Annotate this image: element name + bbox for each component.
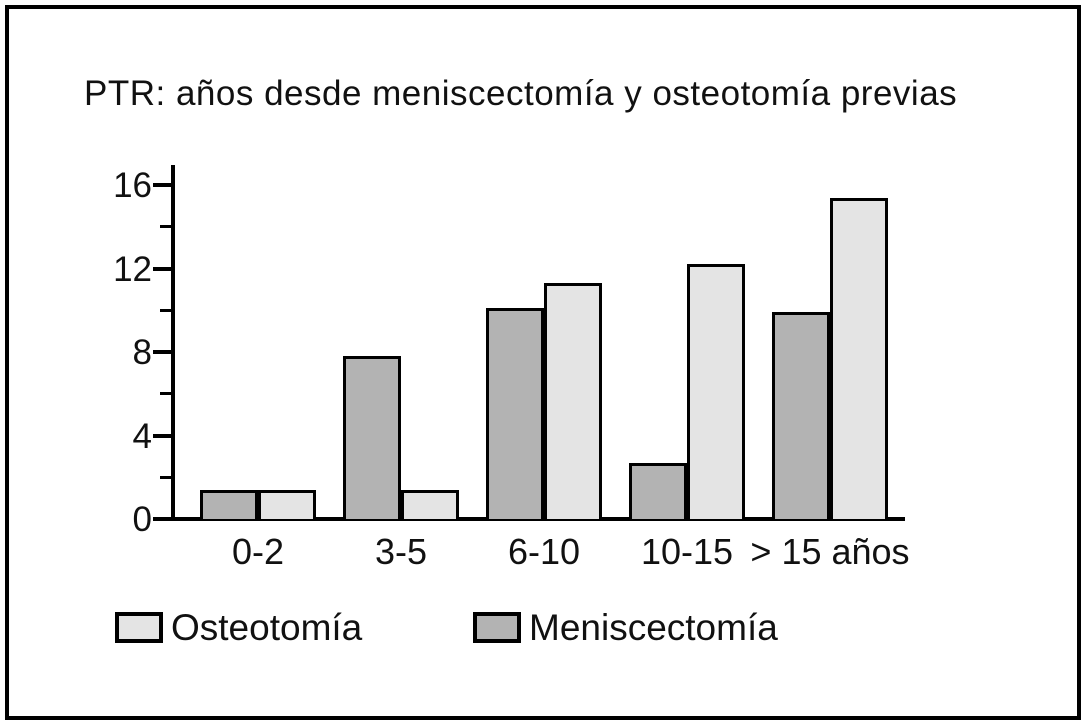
x-category-label: > 15 años	[750, 531, 910, 572]
bar-meniscectomia	[200, 490, 258, 519]
y-tick-label: 16	[113, 166, 152, 205]
bar-osteotomia	[830, 198, 888, 519]
bar-osteotomia	[401, 490, 459, 519]
y-tick-minor	[160, 308, 173, 312]
bar-meniscectomia	[486, 308, 544, 519]
y-tick-major	[153, 517, 173, 521]
bar-osteotomia	[544, 283, 602, 519]
legend-label: Meniscectomía	[529, 607, 778, 648]
x-category-label: 10-15	[640, 531, 734, 572]
y-tick-label: 12	[113, 249, 152, 289]
x-category-label: 6-10	[507, 531, 581, 572]
y-tick-major	[153, 266, 173, 271]
y-tick-label: 8	[132, 333, 152, 372]
y-tick-label: 4	[132, 416, 152, 456]
y-tick-major	[153, 183, 173, 187]
legend-label: Osteotomía	[171, 607, 363, 648]
y-axis-line	[171, 165, 175, 521]
bar-osteotomia	[687, 264, 745, 519]
chart-title: PTR: años desde meniscectomía y osteotom…	[84, 74, 958, 113]
x-axis-line	[171, 517, 905, 521]
y-tick-label: 0	[132, 500, 152, 539]
x-category-label: 3-5	[374, 531, 428, 572]
figure-frame	[5, 5, 1081, 720]
y-tick-minor	[160, 475, 173, 479]
x-category-label: 0-2	[231, 531, 285, 572]
y-tick-major	[153, 433, 173, 438]
bar-osteotomia	[258, 490, 316, 519]
y-tick-minor	[160, 392, 173, 396]
bar-meniscectomia	[629, 463, 687, 519]
legend-swatch	[115, 612, 163, 643]
bar-meniscectomia	[343, 356, 401, 519]
legend-swatch	[473, 612, 521, 643]
y-tick-major	[153, 350, 173, 354]
bar-meniscectomia	[772, 312, 830, 519]
y-tick-minor	[160, 225, 173, 229]
